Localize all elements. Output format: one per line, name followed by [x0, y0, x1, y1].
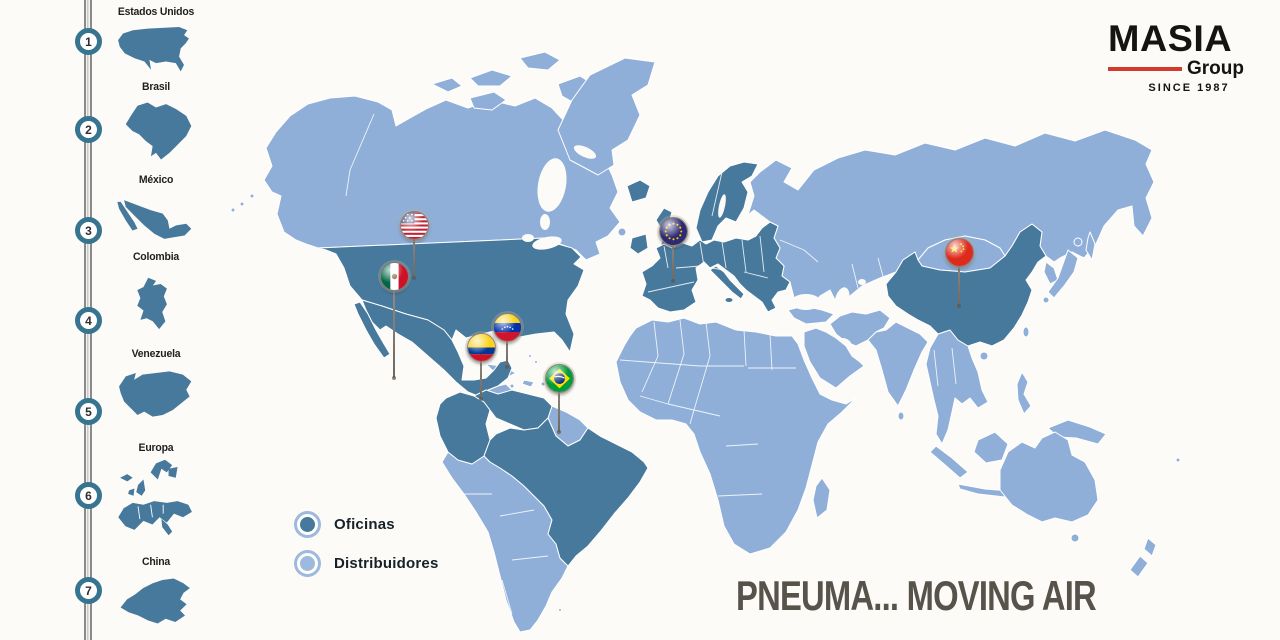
sidebar-number-5: 5 [75, 398, 102, 425]
map-country-australia [999, 431, 1099, 523]
sidebar-item-brasil: Brasil [100, 81, 212, 165]
map-region-scandinavia [695, 161, 759, 243]
sidebar-item-label: Colombia [132, 251, 180, 263]
pin-stick [412, 225, 416, 280]
sidebar-item-label: Europa [138, 442, 174, 454]
europe-map-icon [118, 459, 192, 536]
legend-offices-row: Oficinas [294, 511, 438, 538]
pin-stick [479, 347, 483, 401]
mexico-map-icon [117, 200, 192, 239]
venezuela-map-icon [119, 371, 192, 417]
map-country-brazil [483, 417, 649, 567]
map-legend: Oficinas Distribuidores [294, 511, 438, 589]
map-country-greenland [557, 57, 656, 176]
colombia-flag-icon [467, 333, 496, 362]
masia-group-logo: MASIA Group SINCE 1987 [1108, 20, 1244, 94]
map-country-mexico [361, 299, 513, 397]
brazil-map-icon [125, 102, 192, 160]
map-country-iceland [626, 179, 651, 203]
map-distributor-countries [230, 51, 1181, 633]
usa-map-icon [118, 26, 189, 72]
pin-stick [671, 231, 675, 283]
sidebar-item-mexico: México [100, 174, 212, 244]
china-map-icon [120, 578, 190, 624]
map-continent-africa [615, 317, 857, 555]
sidebar-number-3: 3 [75, 217, 102, 244]
logo-subtitle: Group [1187, 58, 1244, 79]
map-country-japan [1047, 249, 1079, 299]
map-country-india [867, 321, 929, 407]
brazil-flag-icon [545, 364, 574, 393]
tagline: PNEUMA... MOVING AIR [736, 572, 1097, 619]
sidebar-item-estados-unidos: Estados Unidos [100, 6, 212, 78]
legend-distributors-label: Distribuidores [334, 555, 439, 572]
sidebar-item-label: Brasil [142, 81, 170, 93]
map-country-madagascar [812, 477, 831, 519]
number-label: 7 [85, 583, 92, 598]
sidebar-item-label: China [141, 556, 171, 568]
sidebar-number-4: 4 [75, 307, 102, 334]
sidebar-item-label: México [138, 174, 174, 186]
map-country-italy [709, 265, 745, 300]
number-label: 4 [85, 313, 92, 328]
number-label: 2 [85, 122, 92, 137]
sidebar-number-2: 2 [75, 116, 102, 143]
venezuela-flag-icon [493, 313, 522, 342]
sidebar-item-label: Venezuela [131, 348, 181, 360]
sidebar-number-7: 7 [75, 577, 102, 604]
pin-stick [392, 276, 396, 380]
map-country-canada [263, 95, 621, 261]
legend-distributors-row: Distribuidores [294, 550, 438, 577]
map-country-new-zealand [1143, 537, 1157, 557]
sidebar-item-colombia: Colombia [100, 251, 212, 343]
colombia-map-icon [137, 277, 167, 330]
eu-flag-icon [659, 217, 688, 246]
usa-flag-icon [400, 211, 429, 240]
number-label: 5 [85, 404, 92, 419]
sidebar-item-europa: Europa [100, 442, 212, 546]
pin-stick [957, 252, 961, 308]
map-seas [522, 145, 866, 346]
distributor-marker-icon [294, 550, 321, 577]
map-borders [345, 113, 957, 615]
map-country-usa [317, 237, 585, 353]
pin-stick [505, 327, 509, 369]
number-label: 3 [85, 223, 92, 238]
number-label: 6 [85, 488, 92, 503]
china-flag-icon [945, 238, 974, 267]
office-marker-icon [294, 511, 321, 538]
sidebar-item-label: Estados Unidos [117, 6, 195, 18]
sidebar-number-1: 1 [75, 28, 102, 55]
legend-offices-label: Oficinas [334, 516, 395, 533]
pin-stick [557, 378, 561, 434]
sidebar-number-6: 6 [75, 482, 102, 509]
map-country-colombia [435, 391, 491, 465]
sidebar-item-venezuela: Venezuela [100, 348, 212, 424]
logo-since: SINCE 1987 [1148, 82, 1230, 94]
logo-group-row: Group [1108, 59, 1244, 78]
mexico-flag-icon [380, 262, 409, 291]
sidebar-item-china: China [100, 556, 212, 630]
logo-red-underline [1108, 66, 1182, 71]
number-label: 1 [85, 34, 92, 49]
logo-title: MASIA [1108, 18, 1233, 59]
map-country-china [885, 223, 1047, 347]
